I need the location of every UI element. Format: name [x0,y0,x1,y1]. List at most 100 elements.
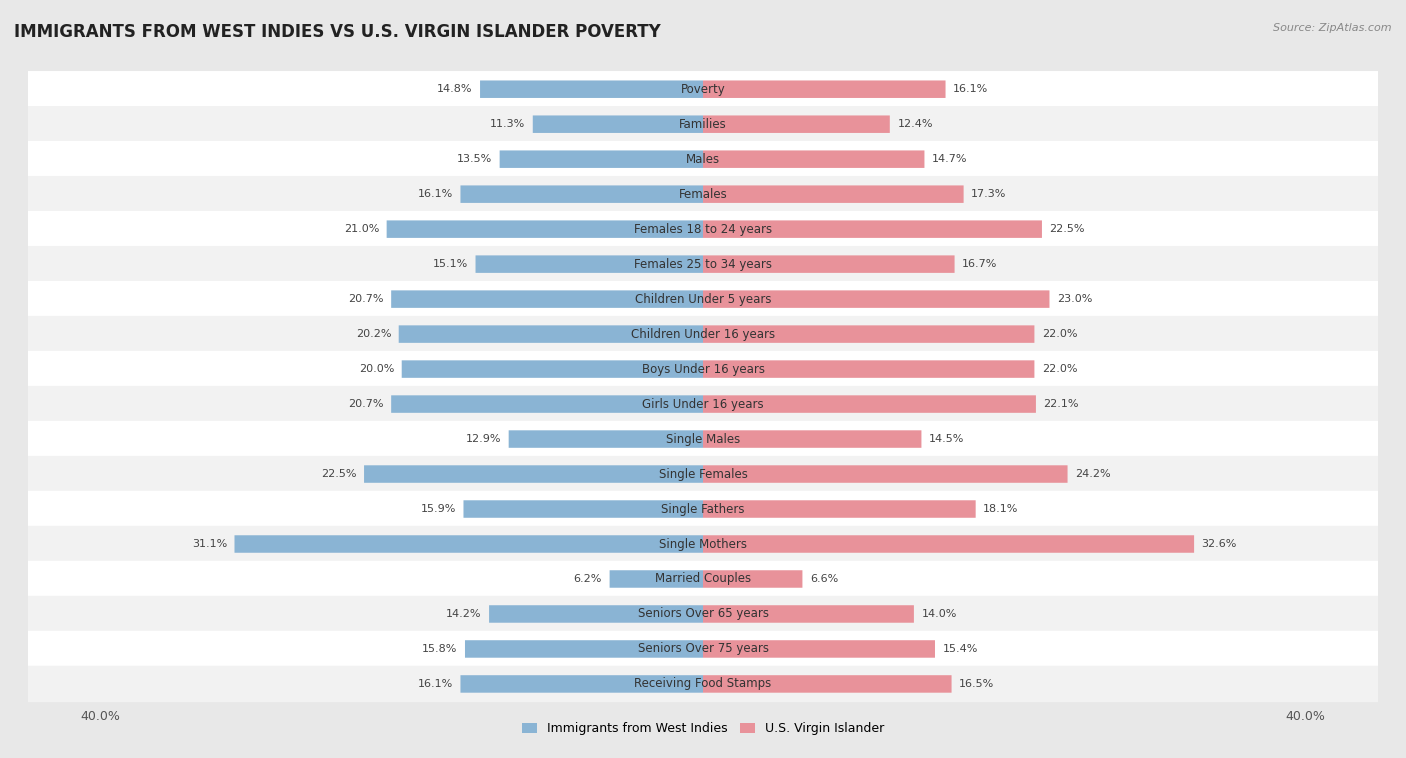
Text: Single Males: Single Males [666,433,740,446]
Text: 15.8%: 15.8% [422,644,457,654]
Text: 20.0%: 20.0% [359,364,394,374]
FancyBboxPatch shape [509,431,703,448]
FancyBboxPatch shape [10,631,1396,667]
Text: 6.6%: 6.6% [810,574,838,584]
FancyBboxPatch shape [461,675,703,693]
FancyBboxPatch shape [499,150,703,168]
Text: Seniors Over 75 years: Seniors Over 75 years [637,643,769,656]
FancyBboxPatch shape [10,106,1396,143]
FancyBboxPatch shape [703,570,803,587]
FancyBboxPatch shape [10,246,1396,282]
FancyBboxPatch shape [399,325,703,343]
Text: 13.5%: 13.5% [457,154,492,164]
FancyBboxPatch shape [10,281,1396,318]
FancyBboxPatch shape [465,641,703,658]
Text: 14.7%: 14.7% [932,154,967,164]
FancyBboxPatch shape [703,115,890,133]
FancyBboxPatch shape [235,535,703,553]
Text: 18.1%: 18.1% [983,504,1018,514]
Text: 15.9%: 15.9% [420,504,456,514]
Text: 20.7%: 20.7% [349,399,384,409]
Text: Boys Under 16 years: Boys Under 16 years [641,362,765,375]
Text: Females: Females [679,188,727,201]
Text: Girls Under 16 years: Girls Under 16 years [643,398,763,411]
Text: 16.5%: 16.5% [959,679,994,689]
Text: 17.3%: 17.3% [972,190,1007,199]
FancyBboxPatch shape [10,141,1396,177]
FancyBboxPatch shape [10,596,1396,632]
Text: 16.1%: 16.1% [418,679,453,689]
Text: Children Under 16 years: Children Under 16 years [631,327,775,340]
FancyBboxPatch shape [703,605,914,623]
FancyBboxPatch shape [402,360,703,377]
FancyBboxPatch shape [391,290,703,308]
FancyBboxPatch shape [703,221,1042,238]
Text: 31.1%: 31.1% [191,539,226,549]
FancyBboxPatch shape [703,150,925,168]
Text: 14.2%: 14.2% [446,609,482,619]
FancyBboxPatch shape [703,465,1067,483]
Text: 16.1%: 16.1% [953,84,988,94]
FancyBboxPatch shape [610,570,703,587]
Text: 14.0%: 14.0% [921,609,957,619]
Text: 6.2%: 6.2% [574,574,602,584]
Text: Seniors Over 65 years: Seniors Over 65 years [637,607,769,621]
FancyBboxPatch shape [387,221,703,238]
FancyBboxPatch shape [464,500,703,518]
Text: Receiving Food Stamps: Receiving Food Stamps [634,678,772,691]
FancyBboxPatch shape [703,500,976,518]
Text: 21.0%: 21.0% [343,224,380,234]
FancyBboxPatch shape [703,396,1036,413]
Text: 11.3%: 11.3% [491,119,526,129]
FancyBboxPatch shape [10,211,1396,247]
FancyBboxPatch shape [10,456,1396,492]
FancyBboxPatch shape [10,491,1396,528]
Text: Families: Families [679,117,727,130]
Text: IMMIGRANTS FROM WEST INDIES VS U.S. VIRGIN ISLANDER POVERTY: IMMIGRANTS FROM WEST INDIES VS U.S. VIRG… [14,23,661,41]
Text: 24.2%: 24.2% [1076,469,1111,479]
FancyBboxPatch shape [703,290,1049,308]
Text: 23.0%: 23.0% [1057,294,1092,304]
FancyBboxPatch shape [10,351,1396,387]
Text: Poverty: Poverty [681,83,725,96]
FancyBboxPatch shape [461,186,703,203]
Text: Children Under 5 years: Children Under 5 years [634,293,772,305]
FancyBboxPatch shape [703,675,952,693]
Text: 16.1%: 16.1% [418,190,453,199]
Text: 22.1%: 22.1% [1043,399,1078,409]
FancyBboxPatch shape [10,421,1396,457]
Text: Source: ZipAtlas.com: Source: ZipAtlas.com [1274,23,1392,33]
Text: Females 18 to 24 years: Females 18 to 24 years [634,223,772,236]
FancyBboxPatch shape [703,641,935,658]
Text: 22.0%: 22.0% [1042,329,1077,339]
Text: 22.0%: 22.0% [1042,364,1077,374]
Text: 14.5%: 14.5% [929,434,965,444]
Text: 22.5%: 22.5% [1049,224,1085,234]
Text: Married Couples: Married Couples [655,572,751,585]
FancyBboxPatch shape [703,431,921,448]
FancyBboxPatch shape [10,526,1396,562]
Text: Single Females: Single Females [658,468,748,481]
Text: 20.7%: 20.7% [349,294,384,304]
Legend: Immigrants from West Indies, U.S. Virgin Islander: Immigrants from West Indies, U.S. Virgin… [517,717,889,740]
FancyBboxPatch shape [489,605,703,623]
Text: Males: Males [686,152,720,166]
Text: 16.7%: 16.7% [962,259,997,269]
FancyBboxPatch shape [364,465,703,483]
FancyBboxPatch shape [10,316,1396,352]
FancyBboxPatch shape [10,386,1396,422]
FancyBboxPatch shape [703,80,945,98]
FancyBboxPatch shape [10,176,1396,212]
Text: 32.6%: 32.6% [1202,539,1237,549]
FancyBboxPatch shape [703,186,963,203]
FancyBboxPatch shape [391,396,703,413]
Text: 12.9%: 12.9% [465,434,501,444]
FancyBboxPatch shape [10,561,1396,597]
Text: 15.4%: 15.4% [942,644,979,654]
Text: Single Mothers: Single Mothers [659,537,747,550]
FancyBboxPatch shape [533,115,703,133]
Text: 12.4%: 12.4% [897,119,932,129]
Text: Females 25 to 34 years: Females 25 to 34 years [634,258,772,271]
FancyBboxPatch shape [703,325,1035,343]
Text: 20.2%: 20.2% [356,329,391,339]
